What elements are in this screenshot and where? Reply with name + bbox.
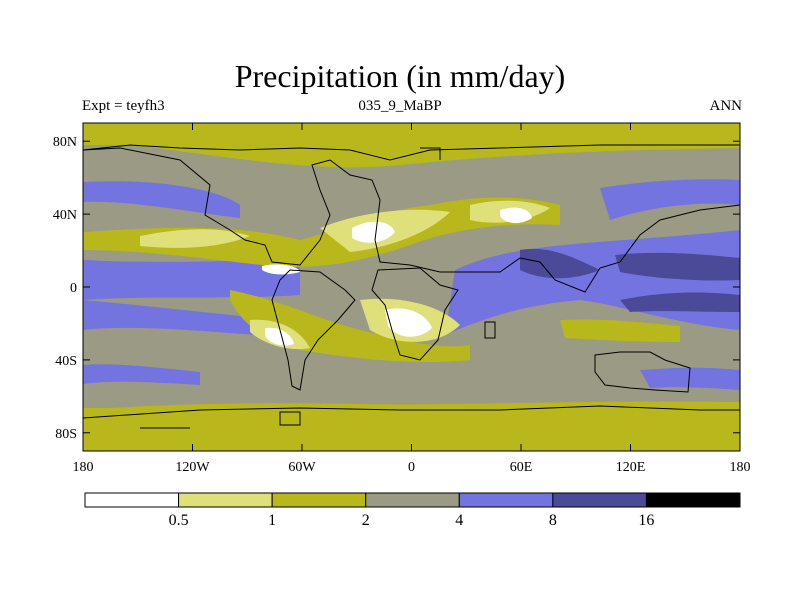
- plot-title: Precipitation (in mm/day): [234, 58, 566, 94]
- x-tick-label: 60E: [510, 460, 533, 475]
- x-tick-label: 180: [73, 460, 94, 475]
- continent-outlines: [83, 144, 740, 429]
- y-tick-label: 0: [70, 281, 77, 296]
- colorbar-label: 1: [268, 512, 276, 529]
- colorbar-label: 2: [362, 512, 370, 529]
- colorbar-swatch: [84, 492, 180, 508]
- y-tick-label: 80S: [55, 427, 77, 442]
- colorbar-label: 8: [549, 512, 557, 529]
- colorbar: 0.5 1 2 4 8 16: [84, 492, 741, 529]
- y-tick-label: 40N: [53, 208, 77, 223]
- season-label: ANN: [709, 98, 743, 114]
- x-axis: 180 120W 60W 0 60E 120E 180: [73, 123, 751, 475]
- colorbar-swatch: [178, 492, 273, 508]
- colorbar-swatch: [271, 492, 367, 508]
- colorbar-label: 0.5: [169, 512, 189, 529]
- colorbar-label: 4: [455, 512, 463, 529]
- colorbar-swatch: [365, 492, 460, 508]
- x-tick-label: 120W: [175, 460, 210, 475]
- colorbar-swatch: [458, 492, 554, 508]
- precipitation-field: [83, 123, 740, 451]
- experiment-label: Expt = teyfh3: [82, 98, 165, 114]
- y-axis: 80N 40N 0 40S 80S: [53, 135, 740, 442]
- y-tick-label: 80N: [53, 135, 77, 150]
- x-tick-label: 60W: [288, 460, 316, 475]
- x-tick-label: 180: [730, 460, 751, 475]
- x-tick-label: 0: [408, 460, 415, 475]
- x-tick-label: 120E: [616, 460, 646, 475]
- colorbar-label: 16: [638, 512, 654, 529]
- y-tick-label: 40S: [55, 354, 77, 369]
- colorbar-swatch: [552, 492, 647, 508]
- time-label: 035_9_MaBP: [358, 98, 442, 114]
- colorbar-swatch: [645, 492, 741, 508]
